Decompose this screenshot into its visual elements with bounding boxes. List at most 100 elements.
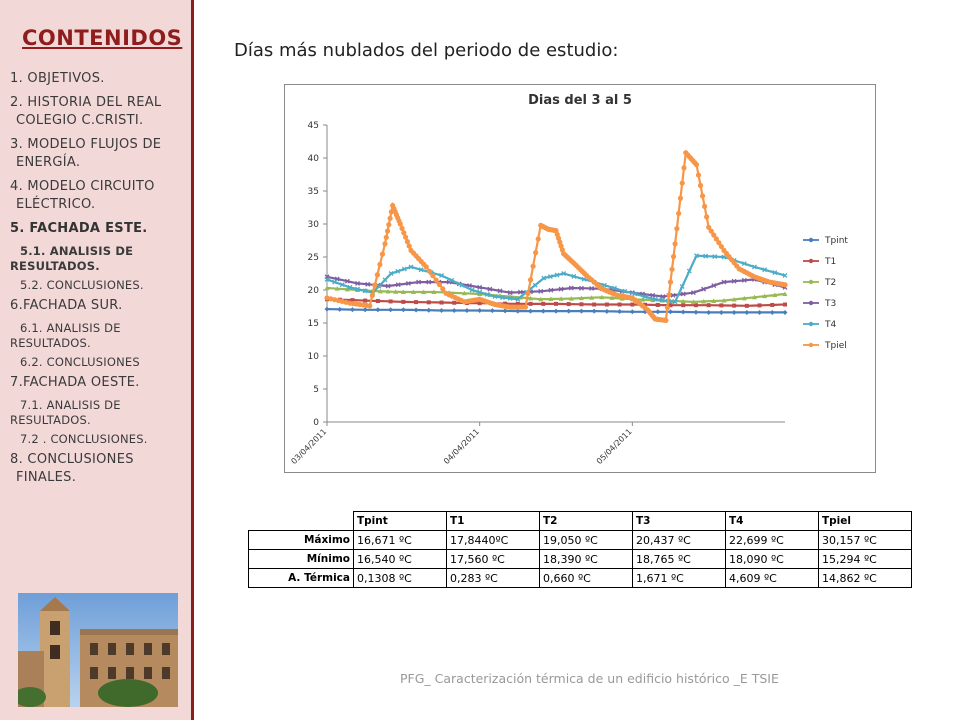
table-cell: 14,862 ºC: [818, 568, 912, 588]
data-point: [439, 273, 444, 278]
data-point: [384, 228, 391, 234]
sidebar-item[interactable]: 6.FACHADA SUR.: [10, 297, 188, 315]
data-point: [718, 243, 724, 250]
data-point: [744, 303, 749, 308]
sidebar-item[interactable]: 7.2 . CONCLUSIONES.: [10, 432, 188, 447]
sidebar-item-label: 6.FACHADA SUR.: [10, 298, 123, 313]
legend-label: T4: [824, 320, 836, 330]
data-point: [655, 309, 661, 315]
sidebar-item[interactable]: 8. CONCLUSIONES FINALES.: [10, 451, 188, 487]
sidebar-item[interactable]: 7.FACHADA OESTE.: [10, 374, 188, 392]
data-point: [414, 300, 419, 305]
data-point: [386, 222, 392, 228]
sidebar-item-label: 6.1. ANALISIS DE: [20, 321, 121, 335]
table-cell: 18,090 ºC: [725, 549, 819, 569]
data-point: [640, 297, 646, 302]
data-point: [377, 261, 383, 268]
data-point: [782, 291, 788, 296]
data-point: [652, 296, 658, 302]
table-cell: 22,699 ºC: [725, 530, 819, 550]
sidebar-item-label: 5. FACHADA ESTE.: [10, 221, 148, 236]
data-point: [751, 294, 757, 300]
data-point: [578, 308, 584, 314]
data-point: [492, 294, 498, 300]
data-point: [397, 221, 403, 227]
sidebar-item-label: 7.1. ANALISIS DE: [20, 398, 121, 412]
data-point: [581, 276, 587, 282]
data-point: [344, 278, 350, 284]
table-row: A. Térmica 0,1308 ºC 0,283 ºC 0,660 ºC 1…: [248, 568, 912, 588]
data-point: [533, 250, 539, 256]
sidebar-item[interactable]: 3. MODELO FLUJOS DE ENERGÍA.: [10, 136, 188, 172]
x-tick-label: 04/04/2011: [442, 427, 481, 466]
data-point: [558, 296, 564, 301]
page-heading: Días más nublados del periodo de estudio…: [234, 40, 619, 61]
row-label: Máximo: [248, 530, 354, 550]
data-point: [697, 182, 704, 189]
data-point: [554, 301, 558, 306]
data-point: [554, 272, 560, 278]
data-point: [566, 308, 572, 314]
stats-table: Tpint T1 T2 T3 T4 Tpiel Máximo 16,671 ºC…: [248, 511, 912, 588]
sidebar: CONTENIDOS 1. OBJETIVOS. 2. HISTORIA DEL …: [0, 0, 194, 720]
data-point: [677, 195, 684, 201]
sidebar-item[interactable]: 1. OBJETIVOS.: [10, 70, 188, 88]
sidebar-item[interactable]: 6.1. ANALISIS DE RESULTADOS.: [10, 321, 188, 351]
sidebar-item[interactable]: 5.2. CONCLUSIONES.: [10, 278, 188, 293]
sidebar-item[interactable]: 4. MODELO CIRCUITO ELÉCTRICO.: [10, 178, 188, 214]
data-point: [367, 303, 373, 309]
data-point: [663, 317, 669, 323]
data-point: [568, 285, 574, 291]
sidebar-item[interactable]: 7.1. ANALISIS DE RESULTADOS.: [10, 398, 188, 428]
data-point: [401, 266, 407, 272]
y-tick-label: 40: [308, 154, 320, 164]
data-point: [344, 286, 350, 292]
data-point: [643, 302, 648, 307]
y-tick-label: 10: [308, 352, 320, 362]
table-header-cell: T3: [632, 511, 726, 531]
sidebar-item[interactable]: 6.2. CONCLUSIONES: [10, 355, 188, 370]
data-point: [477, 284, 483, 290]
data-point: [716, 240, 722, 246]
data-point: [527, 277, 534, 283]
x-tick-label: 05/04/2011: [595, 427, 634, 466]
data-point: [538, 288, 544, 294]
table-cell: 1,671 ºC: [632, 568, 726, 588]
table-header-cell: T2: [539, 511, 633, 531]
data-point: [667, 279, 674, 285]
data-point: [385, 283, 391, 289]
data-point: [411, 289, 417, 294]
legend-marker: [808, 321, 814, 327]
data-point: [693, 253, 699, 259]
legend-marker: [808, 300, 814, 306]
data-point: [782, 309, 788, 315]
data-point: [426, 279, 432, 285]
sidebar-item-label: RESULTADOS.: [10, 336, 91, 350]
table-row: Máximo 16,671 ºC 17,8440ºC 19,050 ºC 20,…: [248, 530, 912, 550]
data-point: [783, 302, 787, 307]
data-point: [568, 296, 574, 301]
data-point: [374, 272, 380, 278]
data-point: [772, 270, 778, 276]
data-point: [762, 267, 768, 273]
data-point: [553, 308, 559, 314]
data-point: [701, 203, 708, 209]
sidebar-item[interactable]: 2. HISTORIA DEL REAL COLEGIO C.CRISTI.: [10, 94, 188, 130]
data-point: [659, 297, 665, 303]
sidebar-item-label: 3. MODELO FLUJOS DE: [10, 137, 162, 152]
table-cell: 16,540 ºC: [353, 549, 447, 569]
data-point: [430, 273, 436, 279]
contents-nav: 1. OBJETIVOS. 2. HISTORIA DEL REAL COLEGIO…: [10, 70, 188, 493]
data-point: [413, 307, 419, 313]
data-point: [404, 239, 411, 245]
sidebar-item[interactable]: 5. FACHADA ESTE.: [10, 220, 188, 238]
data-point: [741, 261, 747, 267]
sidebar-item[interactable]: 5.1. ANALISIS DE RESULTADOS.: [10, 244, 188, 274]
legend-marker: [808, 258, 814, 264]
data-point: [719, 303, 724, 308]
data-point: [347, 284, 353, 290]
data-point: [477, 291, 483, 296]
data-point: [452, 300, 457, 305]
data-point: [503, 301, 508, 306]
data-point: [693, 303, 698, 308]
